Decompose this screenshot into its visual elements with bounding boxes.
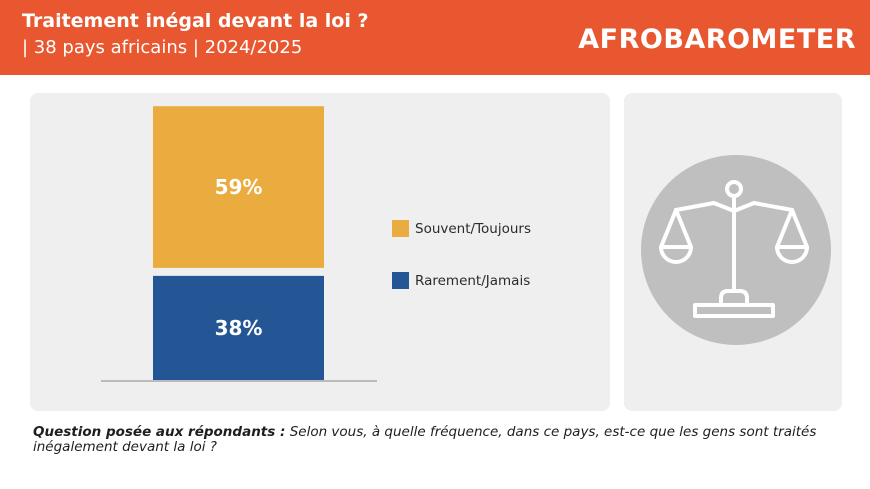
legend-item-rarely-never: Rarement/Jamais	[392, 272, 530, 289]
page-subtitle: | 38 pays africains | 2024/2025	[22, 37, 303, 58]
page-title: Traitement inégal devant la loi ?	[22, 10, 369, 32]
icon-panel	[624, 93, 842, 411]
question-footnote: Question posée aux répondants : Selon vo…	[33, 425, 848, 455]
scales-of-justice-icon	[641, 155, 831, 349]
chart-panel: 38% 59% Souvent/Toujours Rarement/Jamais	[30, 93, 610, 411]
question-label: Question posée aux répondants :	[33, 424, 286, 440]
legend-label-often-always: Souvent/Toujours	[415, 220, 531, 237]
legend-swatch-often-always	[392, 220, 409, 237]
afrobarometer-logo: AFROBAROMETER	[578, 24, 856, 55]
header-banner: Traitement inégal devant la loi ? | 38 p…	[0, 0, 870, 75]
legend-swatch-rarely-never	[392, 272, 409, 289]
legend-item-often-always: Souvent/Toujours	[392, 220, 531, 237]
stacked-bar-chart: 38% 59%	[101, 106, 377, 382]
legend-label-rarely-never: Rarement/Jamais	[415, 272, 531, 289]
bar-segment-rarement-jamais	[153, 275, 324, 380]
bar-segment-souvent-toujours	[153, 106, 324, 268]
data-label-souvent-toujours: 59%	[215, 175, 263, 199]
data-label-rarement-jamais: 38%	[215, 316, 263, 340]
question-text: Selon vous, à quelle fréquence, dans ce …	[33, 424, 817, 455]
